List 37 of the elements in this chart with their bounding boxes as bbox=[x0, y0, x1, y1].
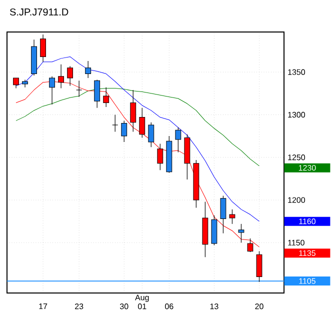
candlestick bbox=[148, 122, 154, 148]
y-tick-label: 1300 bbox=[288, 112, 306, 118]
x-tick-label: 01 bbox=[138, 304, 146, 310]
x-tick-label: 30 bbox=[120, 304, 128, 310]
candlestick bbox=[238, 224, 244, 243]
candlestick bbox=[256, 250, 262, 282]
candlestick bbox=[130, 90, 136, 132]
text: 1135 bbox=[299, 250, 316, 256]
candlestick bbox=[85, 60, 92, 78]
x-tick-label: 20 bbox=[255, 304, 264, 310]
x-tick-label: 23 bbox=[75, 304, 84, 310]
candlestick bbox=[94, 79, 100, 108]
text: Aug bbox=[135, 294, 149, 302]
candlestick bbox=[139, 108, 146, 138]
y-tick-label: 1250 bbox=[288, 154, 306, 160]
candlestick bbox=[49, 76, 55, 105]
candlestick bbox=[229, 209, 236, 224]
chart-title: S.JP.J7911.D bbox=[10, 8, 68, 16]
x-tick-label: 13 bbox=[210, 304, 218, 310]
candlestick bbox=[121, 120, 128, 142]
candlestick bbox=[13, 78, 19, 89]
y-tick-label: 1150 bbox=[288, 240, 304, 246]
ref-line-label: 1105 bbox=[299, 278, 316, 284]
candlestick bbox=[220, 195, 226, 234]
candlestick bbox=[211, 215, 218, 246]
x-tick-label: 06 bbox=[165, 304, 174, 310]
candlestick bbox=[103, 87, 110, 108]
text: 1230 bbox=[298, 164, 316, 171]
candlestick bbox=[175, 127, 182, 153]
y-tick-label: 1200 bbox=[288, 197, 306, 203]
candlestick bbox=[40, 34, 46, 62]
y-tick-label: 1350 bbox=[288, 69, 306, 75]
text: 1160 bbox=[299, 218, 316, 224]
candlestick bbox=[76, 80, 82, 98]
candlestick bbox=[157, 143, 164, 170]
candlestick bbox=[112, 114, 118, 132]
x-tick-label: 17 bbox=[39, 304, 48, 310]
